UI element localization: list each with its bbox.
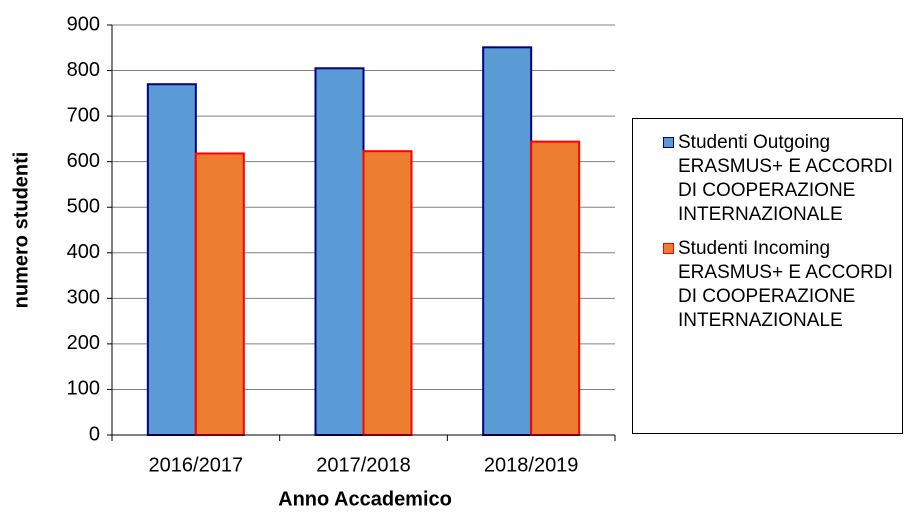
x-tick-label: 2017/2018 bbox=[316, 454, 411, 476]
bar bbox=[362, 150, 413, 436]
legend-label: Studenti Outgoing ERASMUS+ E ACCORDI DI … bbox=[678, 132, 893, 225]
y-tick-label: 100 bbox=[67, 378, 100, 400]
legend-label: Studenti Incoming ERASMUS+ E ACCORDI DI … bbox=[678, 238, 893, 331]
bar bbox=[482, 46, 533, 436]
y-tick-label: 800 bbox=[67, 59, 100, 81]
y-tick-label: 400 bbox=[67, 241, 100, 263]
y-tick-label: 300 bbox=[67, 287, 100, 309]
x-axis-label: Anno Accademico bbox=[278, 488, 452, 510]
bar bbox=[530, 140, 581, 436]
bar bbox=[146, 83, 197, 436]
y-tick-label: 200 bbox=[67, 332, 100, 354]
x-tick-label: 2016/2017 bbox=[149, 454, 244, 476]
bar bbox=[314, 67, 365, 437]
y-tick-label: 900 bbox=[67, 13, 100, 35]
bar bbox=[194, 152, 245, 436]
legend-swatch bbox=[663, 137, 674, 148]
legend-entry: Studenti Outgoing ERASMUS+ E ACCORDI DI … bbox=[663, 131, 902, 227]
x-tick-label: 2018/2019 bbox=[484, 454, 579, 476]
legend-swatch bbox=[663, 243, 674, 254]
y-tick-label: 500 bbox=[67, 196, 100, 218]
y-axis-label: numero studenti bbox=[10, 152, 32, 309]
y-tick-label: 700 bbox=[67, 104, 100, 126]
legend-entry: Studenti Incoming ERASMUS+ E ACCORDI DI … bbox=[663, 237, 902, 333]
legend: Studenti Outgoing ERASMUS+ E ACCORDI DI … bbox=[632, 118, 903, 434]
y-tick-label: 600 bbox=[67, 150, 100, 172]
y-tick-label: 0 bbox=[89, 423, 100, 445]
